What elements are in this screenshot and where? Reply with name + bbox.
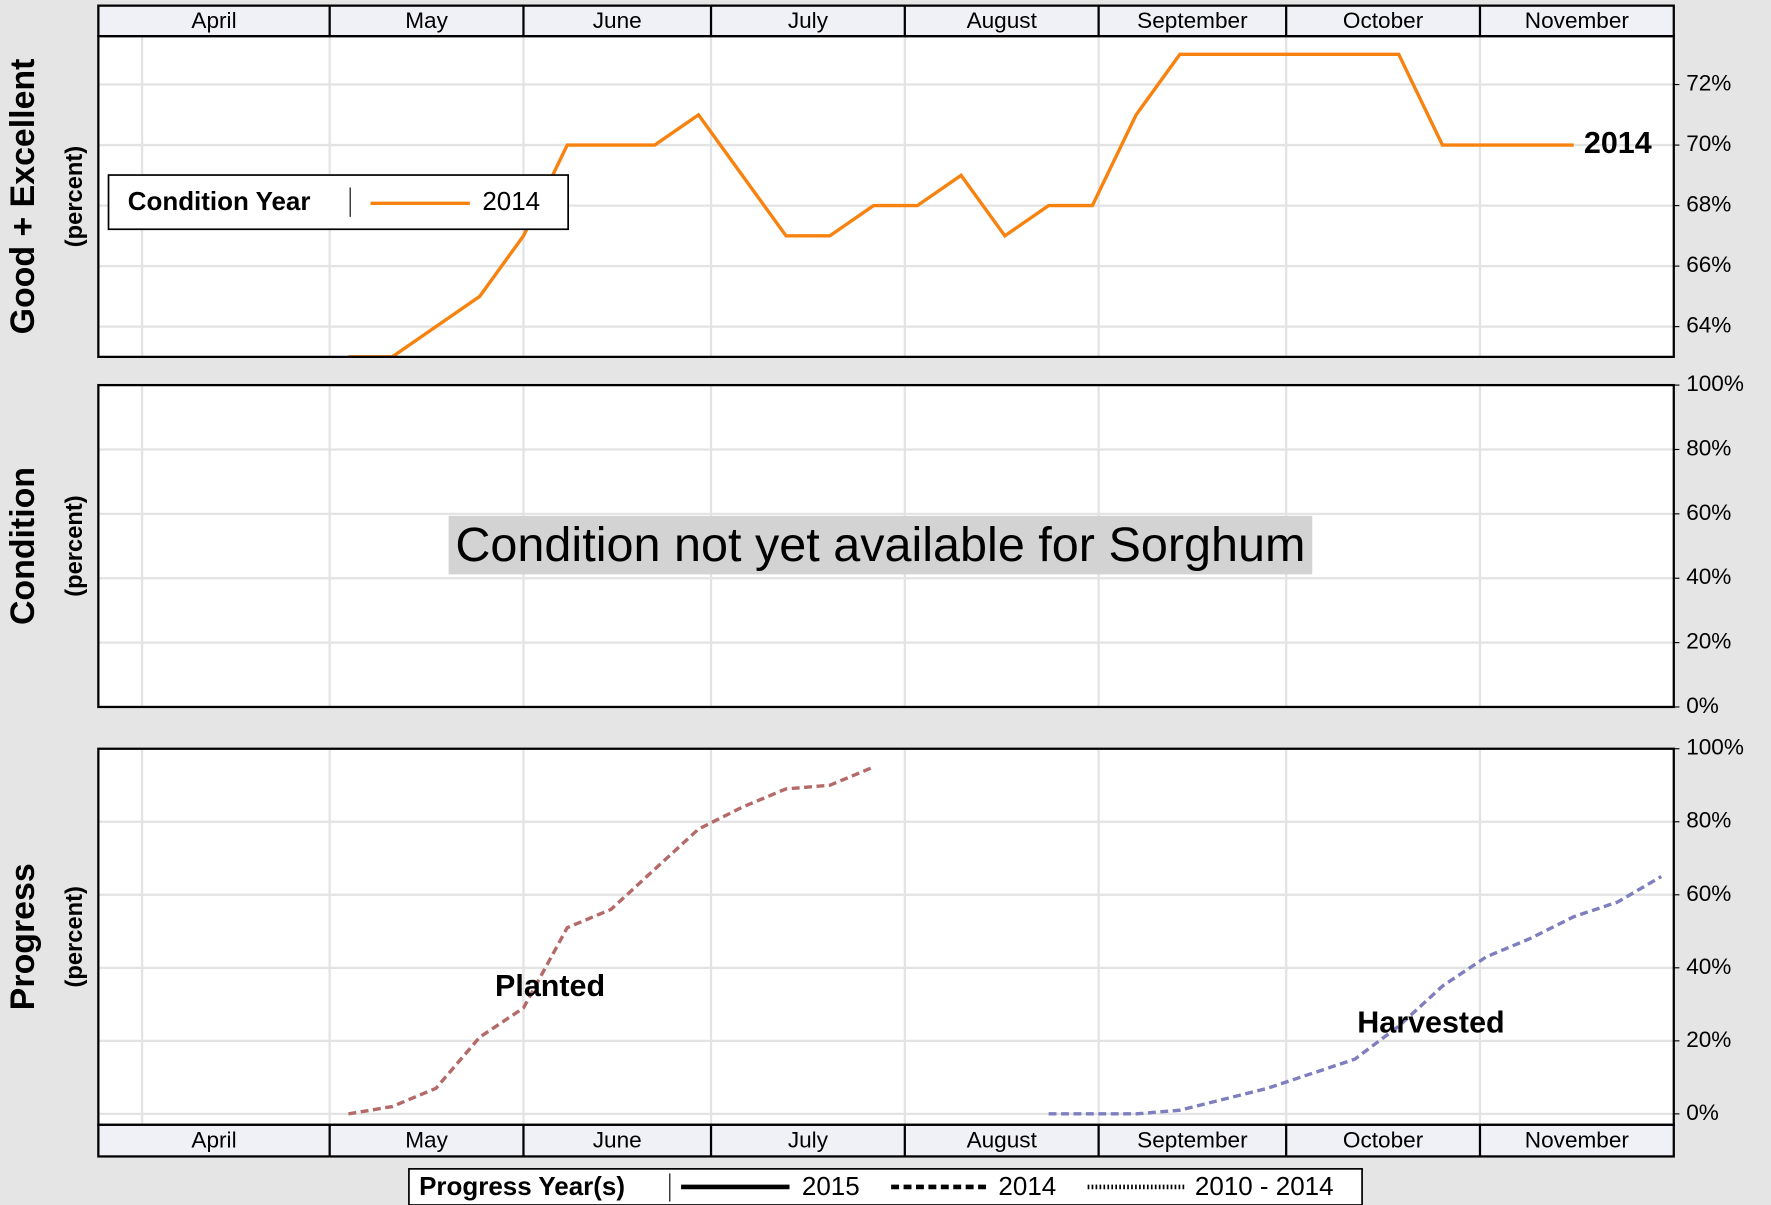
- y-axis-title: Progress: [4, 863, 42, 1010]
- y-tick-label: 100%: [1686, 371, 1744, 396]
- y-axis-title: Good + Excellent: [4, 59, 42, 335]
- y-tick-label: 70%: [1686, 131, 1731, 156]
- y-axis-subtitle: (percent): [62, 886, 88, 987]
- x-tick-label: May: [405, 8, 448, 33]
- y-tick-label: 20%: [1686, 629, 1731, 654]
- y-axis-subtitle: (percent): [62, 495, 88, 596]
- annotation-box: [448, 515, 1313, 575]
- x-tick-label: July: [788, 8, 829, 33]
- legend-label: 2015: [802, 1171, 860, 1201]
- series-label: Harvested: [1357, 1005, 1504, 1039]
- x-tick-label: April: [191, 1128, 236, 1153]
- x-tick-label: November: [1525, 8, 1630, 33]
- y-tick-label: 20%: [1686, 1027, 1731, 1052]
- y-tick-label: 100%: [1686, 735, 1744, 760]
- x-tick-label: September: [1137, 8, 1248, 33]
- y-tick-label: 80%: [1686, 808, 1731, 833]
- series-line: [348, 765, 875, 1116]
- y-axis-title: Condition: [4, 467, 42, 625]
- y-tick-label: 72%: [1686, 71, 1731, 96]
- x-tick-label: September: [1137, 1128, 1248, 1153]
- x-tick-label: October: [1343, 8, 1424, 33]
- x-tick-label: August: [967, 1128, 1038, 1153]
- series-label: Planted: [495, 969, 605, 1003]
- x-tick-label: April: [191, 8, 236, 33]
- legend-box: [107, 174, 570, 231]
- y-tick-label: 0%: [1686, 693, 1719, 718]
- legend-title: Condition Year: [128, 186, 311, 216]
- month-strip: [97, 1123, 1675, 1158]
- y-tick-label: 40%: [1686, 564, 1731, 589]
- month-strip: [97, 4, 1675, 38]
- y-tick-label: 60%: [1686, 881, 1731, 906]
- y-tick-label: 80%: [1686, 435, 1731, 460]
- y-tick-label: 0%: [1686, 1100, 1719, 1125]
- legend-label: 2010 - 2014: [1195, 1171, 1334, 1201]
- legend-label: 2014: [482, 186, 540, 216]
- series-line: [1048, 875, 1663, 1116]
- x-tick-label: June: [593, 1128, 642, 1153]
- x-tick-label: June: [593, 8, 642, 33]
- legend-box: [408, 1168, 1363, 1205]
- panel-border: [97, 383, 1675, 709]
- y-tick-label: 64%: [1686, 313, 1731, 338]
- legend-title: Progress Year(s): [419, 1171, 625, 1201]
- y-tick-label: 40%: [1686, 954, 1731, 979]
- annotation: Condition not yet available for Sorghum: [455, 518, 1305, 572]
- x-tick-label: October: [1343, 1128, 1424, 1153]
- panel: [98, 748, 1674, 1125]
- legend-label: 2014: [998, 1171, 1056, 1201]
- x-tick-label: July: [788, 1128, 829, 1153]
- y-tick-label: 66%: [1686, 252, 1731, 277]
- y-axis-subtitle: (percent): [62, 146, 88, 247]
- y-tick-label: 60%: [1686, 500, 1731, 525]
- x-tick-label: November: [1525, 1128, 1630, 1153]
- x-tick-label: May: [405, 1128, 448, 1153]
- y-tick-label: 68%: [1686, 192, 1731, 217]
- series-label: 2014: [1584, 126, 1652, 160]
- x-tick-label: August: [967, 8, 1038, 33]
